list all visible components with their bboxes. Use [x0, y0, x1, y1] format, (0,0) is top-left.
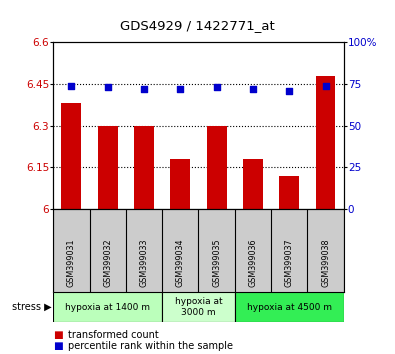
Bar [243, 159, 263, 209]
Text: GSM399038: GSM399038 [321, 239, 330, 287]
Text: hypoxia at
3000 m: hypoxia at 3000 m [175, 297, 222, 317]
Bar [98, 126, 118, 209]
Text: hypoxia at 4500 m: hypoxia at 4500 m [247, 303, 332, 312]
Bar [207, 126, 227, 209]
Text: hypoxia at 1400 m: hypoxia at 1400 m [65, 303, 150, 312]
Text: GSM399035: GSM399035 [212, 239, 221, 287]
Bar [134, 126, 154, 209]
Text: GSM399034: GSM399034 [176, 239, 185, 287]
Point [68, 83, 75, 88]
Bar [235, 292, 344, 322]
Bar [279, 176, 299, 209]
Text: GSM399032: GSM399032 [103, 239, 112, 287]
Bar [53, 292, 162, 322]
Text: GSM399033: GSM399033 [139, 239, 149, 287]
Point [250, 86, 256, 92]
Bar [316, 76, 335, 209]
Point [213, 85, 220, 90]
Text: GSM399036: GSM399036 [248, 239, 258, 287]
Point [322, 83, 329, 88]
Point [177, 86, 184, 92]
Point [141, 86, 147, 92]
Text: ■: ■ [53, 341, 63, 351]
Bar [62, 103, 81, 209]
Text: percentile rank within the sample: percentile rank within the sample [68, 341, 233, 351]
Text: transformed count: transformed count [68, 330, 159, 339]
Text: stress ▶: stress ▶ [12, 302, 51, 312]
Bar [162, 292, 235, 322]
Bar [170, 159, 190, 209]
Text: GSM399031: GSM399031 [67, 239, 76, 287]
Point [286, 88, 292, 93]
Text: GDS4929 / 1422771_at: GDS4929 / 1422771_at [120, 19, 275, 32]
Text: ■: ■ [53, 330, 63, 339]
Point [105, 85, 111, 90]
Text: GSM399037: GSM399037 [285, 239, 294, 287]
